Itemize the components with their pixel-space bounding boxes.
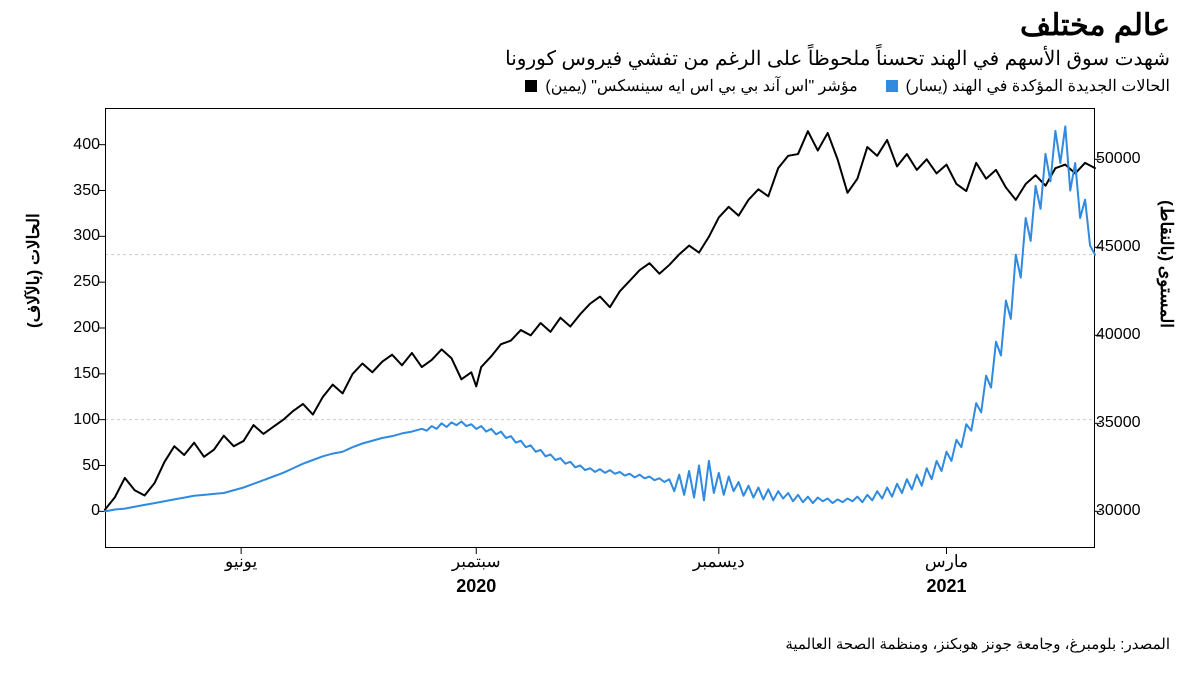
chart-subtitle: شهدت سوق الأسهم في الهند تحسناً ملحوظاً …: [505, 46, 1170, 71]
y-left-tick: 150: [73, 365, 100, 383]
y-left-axis-label: الحالات (بالآلاف): [24, 213, 44, 328]
y-left-tick: 0: [91, 502, 100, 520]
source-text: المصدر: بلومبرغ، وجامعة جونز هوبكنز، ومن…: [785, 635, 1170, 653]
x-tick: يونيو: [225, 552, 257, 572]
legend-swatch-sensex: [525, 80, 537, 92]
y-right-ticks: 30000 35000 40000 45000 50000: [1096, 108, 1140, 548]
y-left-tick: 250: [73, 273, 100, 291]
legend: مؤشر "اس آند بي بي اس ايه سينسكس" (يمين)…: [525, 76, 1170, 96]
chart-container: عالم مختلف شهدت سوق الأسهم في الهند تحسن…: [0, 0, 1200, 675]
y-right-tick: 35000: [1096, 414, 1141, 432]
y-left-tick: 100: [73, 411, 100, 429]
x-year: 2021: [926, 576, 966, 597]
legend-item-sensex: مؤشر "اس آند بي بي اس ايه سينسكس" (يمين): [525, 76, 857, 96]
x-ticks: يونيو سبتمبر ديسمبر مارس 2020 2021: [105, 552, 1095, 602]
plot-svg: [105, 108, 1095, 548]
x-tick: ديسمبر: [693, 552, 745, 572]
y-left-tick: 50: [82, 457, 100, 475]
y-left-tick: 300: [73, 227, 100, 245]
y-left-tick: 200: [73, 319, 100, 337]
legend-label-cases: الحالات الجديدة المؤكدة في الهند (يسار): [906, 76, 1170, 96]
chart-title: عالم مختلف: [1020, 8, 1170, 43]
legend-item-cases: الحالات الجديدة المؤكدة في الهند (يسار): [886, 76, 1170, 96]
y-left-ticks: 0 50 100 150 200 250 300 350 400: [60, 108, 100, 548]
legend-swatch-cases: [886, 80, 898, 92]
y-right-tick: 45000: [1096, 238, 1141, 256]
y-right-axis-label: المستوى (بالنقاط): [1156, 200, 1176, 328]
y-right-tick: 30000: [1096, 502, 1141, 520]
y-right-tick: 40000: [1096, 326, 1141, 344]
x-tick: مارس: [925, 552, 968, 572]
x-tick: سبتمبر: [452, 552, 501, 572]
y-left-tick: 400: [73, 136, 100, 154]
x-year: 2020: [456, 576, 496, 597]
y-left-tick: 350: [73, 182, 100, 200]
plot-area: [105, 108, 1095, 548]
y-right-tick: 50000: [1096, 150, 1141, 168]
legend-label-sensex: مؤشر "اس آند بي بي اس ايه سينسكس" (يمين): [545, 76, 857, 96]
